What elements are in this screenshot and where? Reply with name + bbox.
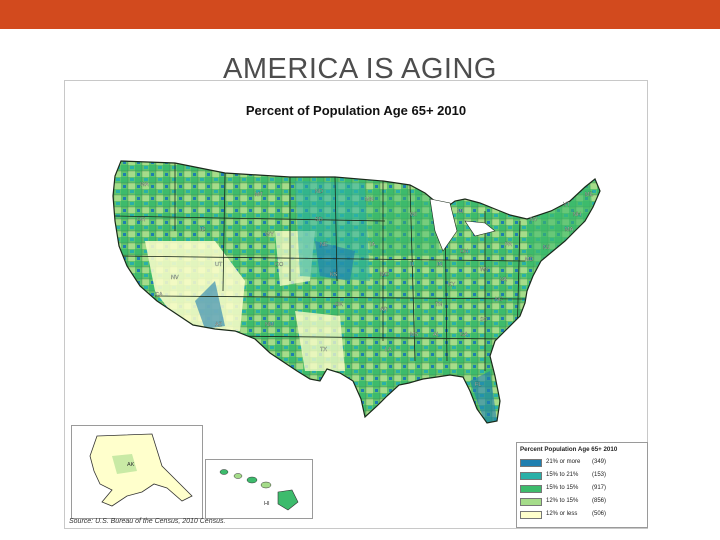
state-label: ME bbox=[585, 192, 594, 198]
state-label: AK bbox=[127, 462, 135, 468]
us-choropleth-map: WA OR CA NV ID MT WY UT AZ CO NM ND SD N… bbox=[112, 160, 601, 424]
state-label: TX bbox=[320, 347, 327, 353]
legend-label: 15% to 15% bbox=[546, 485, 579, 491]
state-label: OH bbox=[460, 249, 468, 255]
state-label: CO bbox=[275, 262, 284, 268]
state-label: GA bbox=[460, 332, 468, 338]
map-frame: WA OR CA NV ID MT WY UT AZ CO NM ND SD N… bbox=[64, 80, 648, 529]
state-label: NC bbox=[495, 297, 503, 303]
state-label: KY bbox=[448, 282, 456, 288]
hawaii-map: HI bbox=[219, 469, 299, 511]
map-legend: Percent Population Age 65+ 2010 21% or m… bbox=[516, 442, 648, 528]
legend-swatch bbox=[520, 459, 542, 467]
state-label: MS bbox=[410, 332, 419, 338]
map-title: Percent of Population Age 65+ 2010 bbox=[245, 103, 467, 118]
legend-item: 12% or less (506) bbox=[520, 510, 644, 520]
state-label: WA bbox=[140, 182, 149, 188]
state-label: FL bbox=[475, 382, 481, 388]
legend-count: (506) bbox=[592, 511, 607, 517]
state-label: HI bbox=[264, 501, 270, 507]
us-outline bbox=[112, 160, 601, 424]
state-label: MO bbox=[380, 272, 390, 278]
legend-label: 21% or more bbox=[546, 459, 581, 465]
state-label: VT bbox=[563, 202, 571, 208]
state-label: IL bbox=[410, 262, 415, 268]
legend-item: 21% or more (349) bbox=[520, 458, 644, 468]
state-label: SD bbox=[315, 217, 323, 223]
state-label: NJ bbox=[543, 245, 550, 251]
state-label: NY bbox=[530, 217, 538, 223]
legend-item: 12% to 15% (856) bbox=[520, 497, 644, 507]
legend-swatch bbox=[520, 498, 542, 506]
state-label: NE bbox=[320, 242, 328, 248]
state-label: VA bbox=[500, 277, 507, 283]
legend-count: (856) bbox=[592, 498, 607, 504]
state-label: MI bbox=[457, 209, 464, 215]
state-label: CA bbox=[155, 292, 163, 298]
legend-swatch bbox=[520, 485, 542, 493]
state-label: UT bbox=[215, 262, 223, 268]
state-label: MA bbox=[565, 227, 574, 233]
legend-count: (349) bbox=[592, 459, 607, 465]
legend-item: 15% to 15% (917) bbox=[520, 484, 644, 494]
state-label: SC bbox=[480, 317, 488, 323]
state-label: ND bbox=[315, 189, 323, 195]
alaska-map: AK bbox=[89, 433, 193, 507]
state-label: NV bbox=[171, 275, 179, 281]
state-label: KS bbox=[330, 272, 338, 278]
state-label: MD bbox=[525, 257, 534, 263]
state-label: WI bbox=[410, 212, 417, 218]
state-label: OR bbox=[137, 217, 145, 223]
hawaii-inset: HI bbox=[205, 459, 313, 519]
state-label: MT bbox=[255, 192, 264, 198]
state-label: NM bbox=[265, 322, 274, 328]
legend-label: 12% or less bbox=[546, 511, 578, 517]
state-label: LA bbox=[385, 347, 392, 353]
legend-swatch bbox=[520, 511, 542, 519]
state-label: MN bbox=[365, 197, 374, 203]
alaska-inset: AK bbox=[71, 425, 203, 519]
slide-title: AMERICA IS AGING bbox=[223, 53, 497, 85]
legend-swatch bbox=[520, 472, 542, 480]
state-label: AR bbox=[380, 307, 388, 313]
legend-title: Percent Population Age 65+ 2010 bbox=[520, 446, 618, 453]
state-label: WV bbox=[480, 267, 489, 273]
state-label: IN bbox=[437, 262, 443, 268]
legend-count: (153) bbox=[592, 472, 607, 478]
state-label: AZ bbox=[215, 322, 223, 328]
legend-item: 15% to 21% (153) bbox=[520, 471, 644, 481]
legend-count: (917) bbox=[592, 485, 607, 491]
state-label: OK bbox=[335, 302, 343, 308]
state-label-layer: WA OR CA NV ID MT WY UT AZ CO NM ND SD N… bbox=[137, 182, 594, 388]
legend-label: 15% to 21% bbox=[546, 472, 579, 478]
state-label: AL bbox=[433, 332, 440, 338]
state-label: WY bbox=[265, 232, 274, 238]
state-label: TN bbox=[435, 302, 442, 308]
state-label: IA bbox=[370, 242, 376, 248]
source-note: Source: U.S. Bureau of the Census, 2010 … bbox=[69, 518, 226, 525]
great-lakes bbox=[429, 198, 458, 252]
legend-label: 12% to 15% bbox=[546, 498, 579, 504]
top-accent-bar bbox=[0, 0, 720, 29]
lake-erie bbox=[464, 220, 496, 237]
state-label: NH bbox=[573, 212, 581, 218]
state-label: ID bbox=[200, 227, 206, 233]
state-label: PA bbox=[505, 242, 512, 248]
